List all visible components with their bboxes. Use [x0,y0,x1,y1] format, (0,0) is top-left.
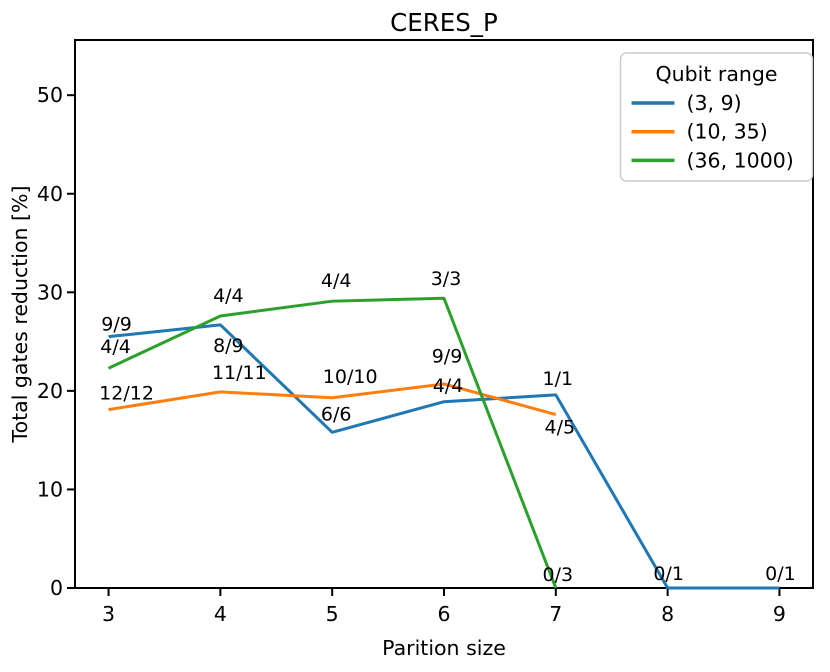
annotation-label: 8/9 [213,335,244,357]
legend-title: Qubit range [656,62,778,86]
legend-label: (3, 9) [687,91,742,115]
annotation-label: 0/1 [765,563,796,585]
x-tick-label: 3 [102,602,115,626]
annotation-label: 4/4 [433,375,464,397]
x-tick-label: 5 [326,602,339,626]
annotation-label: 1/1 [543,368,574,390]
chart-title: CERES_P [390,8,498,37]
annotation-label: 12/12 [99,383,154,405]
annotation-label: 4/4 [321,270,352,292]
legend-label: (10, 35) [687,120,768,144]
legend-label: (36, 1000) [687,148,794,172]
y-axis-label: Total gates reduction [%] [8,186,32,444]
y-tick-label: 50 [37,83,63,107]
annotation-label: 0/3 [543,564,574,586]
legend-box [619,52,814,182]
axes-layer: 3 4 5 6 7 8 9 0 10 20 30 40 50 [37,39,814,626]
annotation-label: 9/9 [432,346,463,368]
y-tick-label: 40 [37,182,63,206]
annotation-label: 4/5 [545,417,576,439]
plot-frame [74,39,814,589]
annotation-label: 4/4 [213,285,244,307]
y-tick-label: 0 [50,576,63,600]
y-tick-label: 20 [37,379,63,403]
x-tick-label: 8 [661,602,674,626]
x-tick-label: 9 [773,602,786,626]
annotation-label: 11/11 [212,362,267,384]
series-line--36-1000- [107,296,558,589]
legend: Qubit range (3, 9) (10, 35) (36, 1000) [619,52,814,182]
y-tick-label: 30 [37,280,63,304]
annotation-label: 0/1 [653,563,684,585]
series-layer [107,296,780,590]
annotations-layer: 9/9 8/9 6/6 9/9 1/1 0/1 0/1 12/12 11/11 10/10 4/4 4… [99,268,796,586]
annotation-label: 6/6 [321,403,352,425]
x-tick-label: 4 [214,602,227,626]
series-line--3-9- [108,323,780,590]
x-tick-label: 7 [549,602,562,626]
y-tick-label: 10 [37,477,63,501]
annotation-label: 10/10 [323,366,378,388]
x-axis-label: Parition size [382,636,506,660]
annotation-label: 4/4 [100,336,131,358]
x-tick-label: 6 [437,602,450,626]
annotation-label: 9/9 [101,314,132,336]
annotation-label: 3/3 [431,268,462,290]
